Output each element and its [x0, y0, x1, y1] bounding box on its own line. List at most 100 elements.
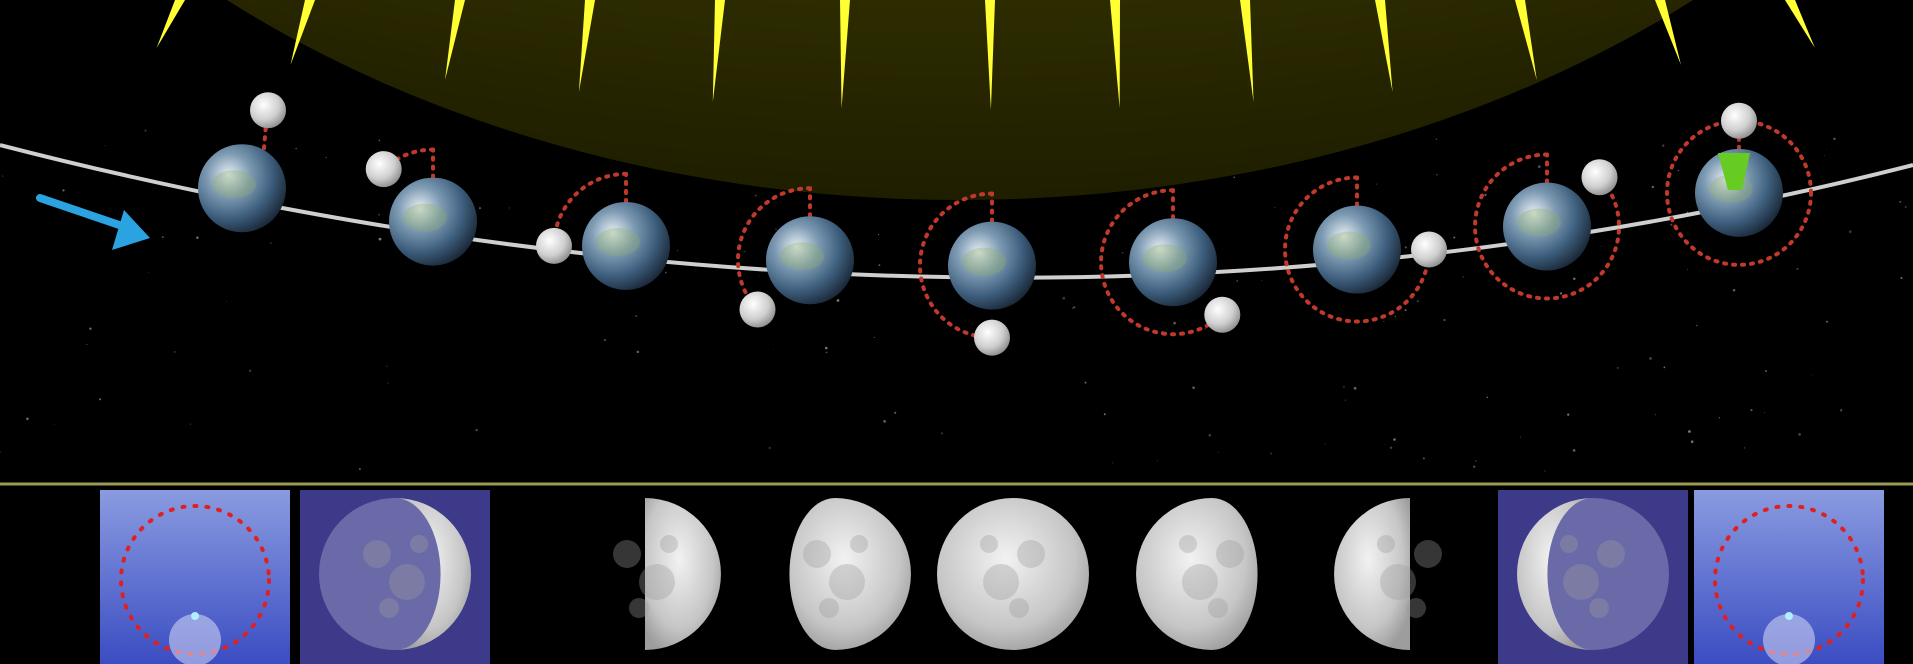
- star: [479, 207, 481, 210]
- earth-land: [1326, 231, 1371, 260]
- star: [1826, 149, 1827, 151]
- star: [1649, 357, 1652, 360]
- star: [825, 346, 828, 350]
- moon-disk: [319, 498, 471, 650]
- star: [358, 468, 361, 471]
- earth-moon-sequence: [197, 92, 1813, 356]
- star: [1084, 381, 1087, 384]
- moon-mare: [363, 540, 391, 568]
- moon-orbit-arc: [918, 191, 994, 340]
- earth-icon: [1128, 218, 1217, 307]
- star: [1732, 288, 1736, 292]
- star: [1573, 277, 1576, 280]
- star: [1416, 300, 1419, 303]
- star: [295, 147, 298, 150]
- moon-icon: [974, 319, 1010, 356]
- star: [768, 446, 771, 450]
- star: [636, 350, 640, 354]
- star: [1122, 252, 1124, 254]
- star: [825, 351, 828, 354]
- star: [1824, 154, 1825, 156]
- earth-icon: [947, 221, 1036, 310]
- moon-mare: [639, 564, 675, 600]
- star: [1899, 200, 1902, 203]
- earth-moon-stage: [1473, 152, 1622, 301]
- sunlight-wedge-icon: [1718, 153, 1750, 190]
- star: [1324, 443, 1326, 445]
- star: [1764, 369, 1768, 373]
- star: [1342, 385, 1345, 388]
- star: [604, 339, 606, 342]
- star: [873, 337, 875, 338]
- star: [743, 250, 746, 253]
- star: [664, 271, 667, 274]
- star: [1393, 438, 1396, 441]
- star: [148, 271, 150, 273]
- moon-mare: [1179, 535, 1197, 553]
- moon-mare: [1216, 540, 1244, 568]
- earth-moon-stage: [1283, 175, 1447, 324]
- phase-waxing-gibbous: [789, 498, 911, 650]
- earth-moon-stage: [1099, 188, 1241, 337]
- phase-new-blue: [1694, 490, 1884, 664]
- star: [1796, 267, 1799, 270]
- star: [1384, 444, 1386, 445]
- star: [153, 167, 154, 169]
- moon-mare: [1208, 598, 1228, 618]
- moon-icon: [1721, 102, 1757, 139]
- sun-ray: [156, 0, 185, 48]
- star: [1519, 436, 1521, 438]
- earth-icon: [197, 144, 286, 233]
- moon-lit: [789, 498, 911, 650]
- star: [387, 382, 389, 384]
- earth-land: [961, 247, 1006, 276]
- moon-icon: [250, 92, 286, 129]
- moon-mare: [1017, 540, 1045, 568]
- star: [1811, 374, 1813, 376]
- star: [1383, 320, 1385, 322]
- star: [1690, 440, 1694, 443]
- earth-icon: [388, 177, 477, 266]
- earth-dot: [1785, 612, 1793, 620]
- star: [1764, 412, 1766, 414]
- star: [836, 299, 840, 302]
- earth-icon: [765, 216, 854, 305]
- moon-orbit-arc: [381, 147, 435, 172]
- earth-land: [779, 242, 824, 271]
- star: [877, 234, 880, 236]
- phase-new-blue: [100, 490, 290, 664]
- moon-mare: [1414, 540, 1442, 568]
- star: [325, 156, 327, 158]
- star: [1344, 399, 1347, 401]
- sun: [227, 0, 1693, 200]
- star: [1173, 321, 1176, 325]
- moon-mare: [660, 535, 678, 553]
- phase-waxing-crescent: [300, 490, 490, 664]
- moon-mare: [1563, 564, 1599, 600]
- moon-icon: [1581, 159, 1618, 196]
- star: [1655, 414, 1657, 416]
- star: [1544, 470, 1546, 472]
- star: [1743, 447, 1746, 449]
- star: [940, 432, 943, 435]
- star: [1389, 446, 1393, 449]
- phase-full: [937, 498, 1089, 650]
- star: [86, 344, 88, 346]
- moon-icon: [739, 291, 776, 328]
- star: [1404, 309, 1407, 312]
- moon-orbit-arc: [1283, 175, 1431, 324]
- star: [378, 213, 380, 216]
- star: [1601, 245, 1602, 247]
- star: [1422, 457, 1425, 460]
- star: [1696, 324, 1698, 327]
- earth-moon-stage: [918, 191, 1036, 356]
- moon-mare: [803, 540, 831, 568]
- earth-moon-stage: [536, 171, 670, 290]
- star: [1436, 174, 1438, 176]
- star: [189, 423, 191, 425]
- moon-mare: [1380, 564, 1416, 600]
- phase-last-quarter: [1334, 498, 1442, 650]
- moon-mare: [1589, 598, 1609, 618]
- star: [386, 365, 388, 367]
